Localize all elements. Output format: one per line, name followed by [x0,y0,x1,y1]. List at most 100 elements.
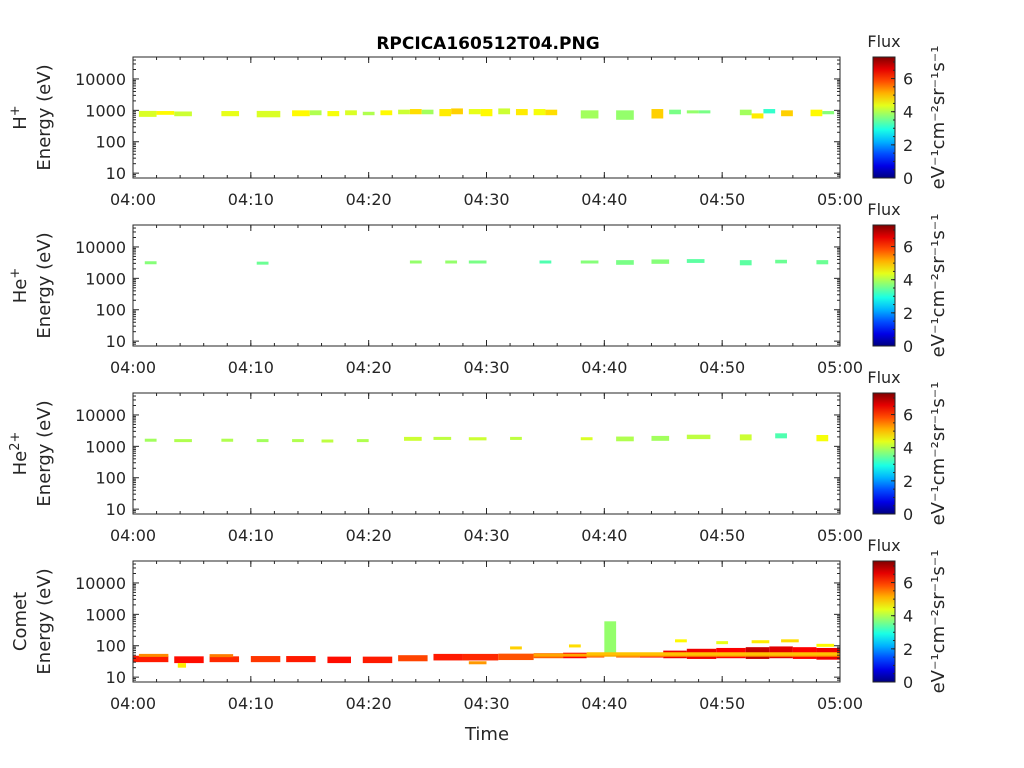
y-tick-label: 10000 [75,238,126,257]
colorbar-tick-label: 0 [903,169,913,188]
spectrogram-cell [209,654,234,658]
x-tick-label: 04:40 [581,358,627,377]
ion-label: He2+ [8,432,31,476]
spectrogram-cell [144,261,157,265]
spectrogram-cell [675,639,687,643]
y-axis-label: Energy (eV) [34,400,55,506]
spectrogram-cell [816,434,829,442]
spectrogram-cell [156,111,175,115]
panel-4: 10 100 1000 10000 04:00 04:10 04:20 04:30 04:40 0… [10,536,949,713]
x-tick-label: 04:20 [346,526,392,545]
x-tick-label: 04:40 [581,526,627,545]
y-tick-label: 100 [95,301,126,320]
spectrogram-cell [510,436,522,440]
ion-charge: 2+ [8,432,23,451]
spectrogram-cell [398,655,428,662]
y-tick-label: 100 [95,133,126,152]
spectrogram-cell [751,113,764,119]
x-tick-label: 04:20 [346,190,392,209]
x-tick-label: 04:40 [581,694,627,713]
axes-frame [132,56,841,179]
spectrogram-cell [739,109,752,116]
x-tick-label: 05:00 [817,526,863,545]
spectrogram-cell [651,259,670,264]
y-tick-label: 10000 [75,406,126,425]
spectrogram-cell [327,656,351,664]
spectrogram-cell [398,109,410,115]
colorbar-tick-label: 6 [903,238,913,257]
spectrogram-cell [404,436,422,441]
spectrogram-cell [781,110,793,117]
ion-charge: + [8,268,23,279]
spectrogram-cell [292,439,304,443]
y-axis-label: Energy (eV) [34,568,55,674]
spectrogram-cell [781,639,799,643]
spectrogram-cell [345,110,357,116]
spectrogram-cell [468,661,487,665]
y-tick-label: 10 [106,500,126,519]
ion-label: Comet [10,592,31,651]
colorbar-tick-label: 6 [903,406,913,425]
ion-label: He+ [8,268,31,304]
colorbar [872,392,896,515]
colorbar-units: eV⁻¹cm⁻²sr⁻¹s⁻¹ [928,550,949,694]
spectrogram-cell [604,621,617,657]
spectrogram-cell [651,435,670,441]
x-tick-label: 04:50 [699,526,745,545]
x-tick-label: 04:00 [110,190,156,209]
colorbar-tick-label: 2 [903,136,913,155]
spectrogram-cell [816,643,835,647]
x-tick-label: 04:10 [228,190,274,209]
colorbar-tick-label: 4 [903,607,913,626]
y-tick-label: 1000 [85,269,126,288]
panel-3: 10 100 1000 10000 04:00 04:10 04:20 04:30 04:40 0… [8,368,949,545]
x-tick-label: 04:30 [463,694,509,713]
spectrogram-cell [651,109,664,119]
spectrogram-cell [144,438,157,442]
panel-2: 10 100 1000 10000 04:00 04:10 04:20 04:30 04:40 0… [8,200,949,377]
spectrogram-cell [739,434,752,441]
spectrogram-cell [816,260,829,265]
spectrogram-cell [433,653,463,661]
y-tick-label: 1000 [85,437,126,456]
spectrogram-cell [539,260,552,264]
colorbar [872,56,896,179]
y-tick-label: 10 [106,332,126,351]
y-tick-label: 1000 [85,605,126,624]
spectrogram-cell [445,260,458,264]
y-tick-label: 10 [106,164,126,183]
colorbar-tick-label: 2 [903,472,913,491]
spectrogram-cell [409,260,422,264]
spectrogram-cell [468,109,481,115]
y-tick-label: 100 [95,637,126,656]
x-tick-label: 05:00 [817,358,863,377]
ion-charge: + [8,105,23,116]
spectrogram-cell [250,656,281,663]
ion-label: H+ [8,105,31,129]
y-tick-label: 1000 [85,101,126,120]
spectrogram-cell [292,110,310,117]
spectrogram-cell [468,260,487,264]
colorbar-tick-label: 6 [903,574,913,593]
figure-title: RPCICA160512T04.PNG [376,34,599,54]
spectrogram-cell [221,438,234,442]
spectrogram-cell [698,110,711,114]
spectrogram-cell [433,436,452,440]
ion-symbol: He [10,451,31,476]
spectrogram-cell [739,260,752,266]
spectrogram-cell [409,109,422,115]
ion-symbol: Comet [10,592,31,651]
spectrogram-cell [498,653,534,661]
spectrogram-cell [686,259,705,263]
spectrogram-cell [568,644,581,648]
colorbar-tick-label: 2 [903,640,913,659]
spectrogram-cell [362,111,375,116]
spectrogram-cell [177,663,187,668]
x-tick-label: 04:00 [110,526,156,545]
spectrogram-cell [421,109,434,115]
x-tick-label: 04:40 [581,190,627,209]
spectrogram-cell [327,111,340,117]
spectrogram-cell [498,108,511,115]
